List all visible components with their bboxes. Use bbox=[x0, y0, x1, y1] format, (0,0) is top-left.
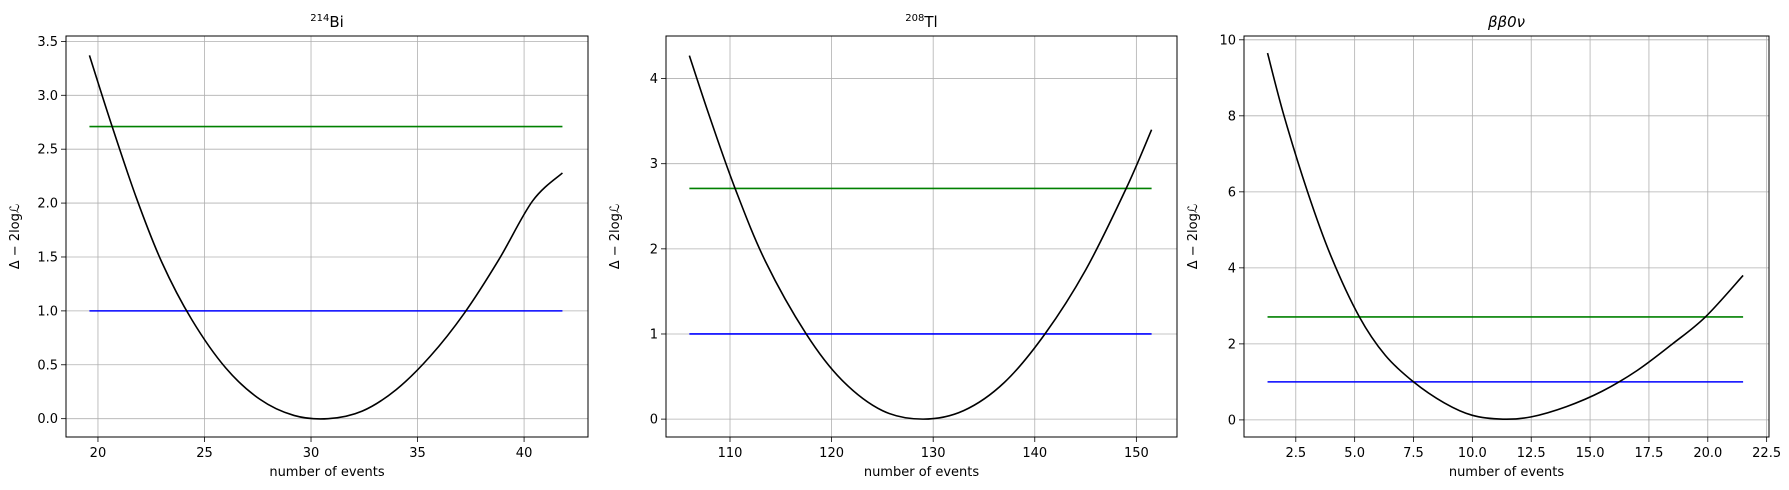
y-tick-label: 3.5 bbox=[37, 35, 58, 50]
axes-frame bbox=[1243, 35, 1770, 438]
y-tick-label: 1.5 bbox=[37, 250, 58, 265]
y-tick-label: 3.0 bbox=[37, 89, 58, 104]
y-axis-label: Δ − 2logℒ bbox=[8, 204, 23, 270]
y-tick-label: 10 bbox=[1219, 33, 1236, 48]
y-tick-label: 1 bbox=[650, 327, 658, 342]
y-tick-label: 0.5 bbox=[37, 358, 58, 373]
y-tick-label: 0 bbox=[1228, 413, 1236, 428]
chart-title: ββ0ν bbox=[1487, 13, 1525, 31]
axes-frame bbox=[65, 35, 589, 438]
x-tick-label: 20.0 bbox=[1693, 446, 1722, 461]
x-tick-label: 10.0 bbox=[1458, 446, 1487, 461]
y-tick-label: 2 bbox=[1228, 337, 1236, 352]
x-tick-label: 17.5 bbox=[1634, 446, 1663, 461]
chart-title: 208Tl bbox=[905, 13, 937, 31]
y-tick-label: 0.0 bbox=[37, 412, 58, 427]
x-axis-label: number of events bbox=[269, 465, 385, 480]
x-tick-label: 110 bbox=[718, 446, 743, 461]
x-tick-label: 7.5 bbox=[1403, 446, 1424, 461]
series-group bbox=[1266, 52, 1744, 420]
y-axis-label: Δ − 2logℒ bbox=[608, 204, 623, 270]
chart-panel-tl208: 208Tl number of events Δ − 2logℒ 110 120 1… bbox=[608, 13, 1178, 480]
y-tick-label: 6 bbox=[1228, 185, 1236, 200]
y-tick-label: 2 bbox=[650, 242, 658, 257]
chart-title: 214Bi bbox=[310, 13, 344, 31]
x-tick-label: 22.5 bbox=[1752, 446, 1781, 461]
likelihood-curve bbox=[88, 55, 563, 420]
x-axis-label: number of events bbox=[1449, 465, 1565, 480]
y-tick-label: 2.0 bbox=[37, 197, 58, 212]
series-group bbox=[88, 55, 563, 420]
y-tick-label: 2.5 bbox=[37, 143, 58, 158]
y-tick-label: 1.0 bbox=[37, 304, 58, 319]
y-tick-label: 0 bbox=[650, 413, 658, 428]
x-tick-label: 5.0 bbox=[1344, 446, 1365, 461]
x-tick-label: 2.5 bbox=[1285, 446, 1306, 461]
likelihood-curve bbox=[688, 55, 1153, 420]
x-tick-label: 12.5 bbox=[1517, 446, 1546, 461]
x-tick-label: 120 bbox=[819, 446, 844, 461]
x-tick-label: 20 bbox=[90, 446, 107, 461]
y-tick-label: 8 bbox=[1228, 109, 1236, 124]
grid bbox=[66, 36, 588, 437]
grid bbox=[666, 36, 1177, 437]
x-tick-label: 15.0 bbox=[1576, 446, 1605, 461]
x-tick-label: 40 bbox=[516, 446, 533, 461]
title-superscript: 208 bbox=[905, 13, 924, 24]
x-tick-label: 130 bbox=[921, 446, 946, 461]
chart-panel-bb0v: ββ0ν number of events Δ − 2logℒ 2.5 5.0 7.… bbox=[1186, 13, 1781, 480]
likelihood-curve bbox=[1266, 52, 1744, 420]
title-base: ββ0ν bbox=[1487, 13, 1525, 31]
x-tick-label: 30 bbox=[303, 446, 320, 461]
y-axis-label: Δ − 2logℒ bbox=[1186, 204, 1201, 270]
title-superscript: 214 bbox=[310, 13, 329, 24]
y-tick-label: 3 bbox=[650, 157, 658, 172]
x-tick-label: 150 bbox=[1124, 446, 1149, 461]
x-tick-label: 140 bbox=[1022, 446, 1047, 461]
x-tick-label: 35 bbox=[409, 446, 426, 461]
x-axis-label: number of events bbox=[864, 465, 980, 480]
title-base: Bi bbox=[329, 13, 343, 31]
y-tick-label: 4 bbox=[650, 72, 658, 87]
series-group bbox=[688, 55, 1153, 420]
x-tick-label: 25 bbox=[196, 446, 213, 461]
title-base: Tl bbox=[923, 13, 937, 31]
axes-frame bbox=[665, 35, 1178, 438]
y-tick-label: 4 bbox=[1228, 261, 1236, 276]
chart-panel-bi214: 214Bi number of events Δ − 2logℒ 20 25 30 3… bbox=[8, 13, 589, 480]
